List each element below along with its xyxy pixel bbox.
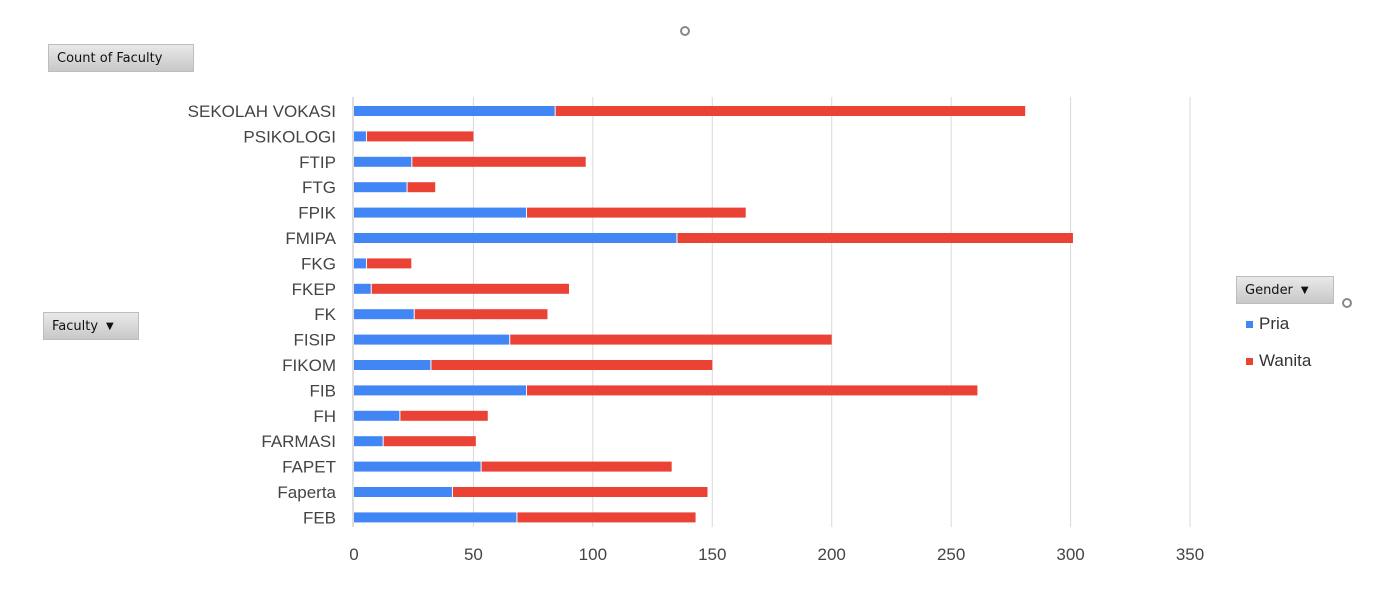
bar-wanita [407, 182, 436, 193]
x-tick-label: 200 [818, 545, 846, 564]
x-tick-label: 100 [579, 545, 607, 564]
bar-wanita [452, 487, 708, 497]
bar-wanita [366, 258, 412, 269]
legend-field-button[interactable]: Gender ▼ [1236, 276, 1334, 304]
bar-wanita [481, 461, 672, 472]
x-tick-label: 50 [464, 545, 483, 564]
category-label: Faperta [277, 483, 336, 502]
bar-wanita [383, 436, 476, 447]
bar-wanita [526, 385, 978, 396]
dropdown-arrow-icon: ▼ [1300, 284, 1309, 296]
category-label: FTG [302, 178, 336, 197]
category-label: FKG [301, 254, 336, 273]
bar-pria [354, 410, 400, 421]
bar-wanita [412, 156, 586, 167]
category-label: FAPET [282, 458, 336, 477]
legend-item-wanita: Wanita [1246, 351, 1311, 371]
dropdown-arrow-icon: ▼ [106, 320, 114, 332]
bar-wanita [526, 207, 746, 218]
bar-pria [354, 207, 526, 218]
category-label: FKEP [292, 280, 336, 299]
values-field-button[interactable]: Count of Faculty [48, 44, 194, 72]
bar-pria [354, 309, 414, 320]
x-tick-label: 300 [1056, 545, 1084, 564]
category-label: FH [313, 407, 336, 426]
bar-pria [354, 233, 677, 243]
values-field-label: Count of Faculty [57, 50, 163, 66]
category-label: FARMASI [261, 432, 336, 451]
bar-pria [354, 283, 371, 294]
resize-handle-icon[interactable] [680, 26, 690, 36]
x-tick-label: 0 [349, 545, 358, 564]
category-label: PSIKOLOGI [243, 127, 336, 146]
category-label: FK [314, 305, 336, 324]
x-tick-label: 150 [698, 545, 726, 564]
category-label: FTIP [299, 153, 336, 172]
bar-pria [354, 258, 366, 269]
bar-pria [354, 106, 555, 116]
legend-field-label: Gender [1245, 282, 1293, 298]
bar-wanita [510, 334, 832, 345]
category-label: FIB [310, 381, 336, 400]
bar-wanita [366, 131, 474, 142]
legend-item-pria: Pria [1246, 314, 1289, 334]
x-tick-label: 250 [937, 545, 965, 564]
bar-pria [354, 461, 481, 472]
category-label: FISIP [293, 331, 336, 350]
category-label: FEB [303, 508, 336, 527]
category-label: SEKOLAH VOKASI [188, 102, 336, 121]
category-label: FPIK [298, 204, 336, 223]
bar-pria [354, 512, 517, 523]
category-label: FIKOM [282, 356, 336, 375]
bar-wanita [414, 309, 548, 320]
legend-label-wanita: Wanita [1259, 351, 1312, 370]
bar-pria [354, 436, 383, 447]
bar-pria [354, 487, 452, 497]
bar-pria [354, 156, 412, 167]
legend-label-pria: Pria [1259, 314, 1290, 333]
bar-wanita [431, 360, 713, 370]
legend-swatch-pria [1246, 320, 1253, 328]
bar-pria [354, 385, 526, 396]
bar-pria [354, 182, 407, 193]
x-tick-label: 350 [1176, 545, 1204, 564]
category-label: FMIPA [285, 229, 336, 248]
bar-wanita [371, 283, 569, 294]
bar-pria [354, 334, 510, 345]
resize-handle-icon[interactable] [1342, 298, 1352, 308]
bar-wanita [677, 233, 1073, 243]
bar-pria [354, 360, 431, 370]
bar-pria [354, 131, 366, 142]
bar-wanita [517, 512, 696, 523]
bar-wanita [555, 106, 1026, 116]
row-field-button[interactable]: Faculty ▼ [43, 312, 139, 340]
legend-swatch-wanita [1246, 357, 1253, 365]
bar-wanita [400, 410, 488, 421]
row-field-label: Faculty [52, 318, 99, 334]
